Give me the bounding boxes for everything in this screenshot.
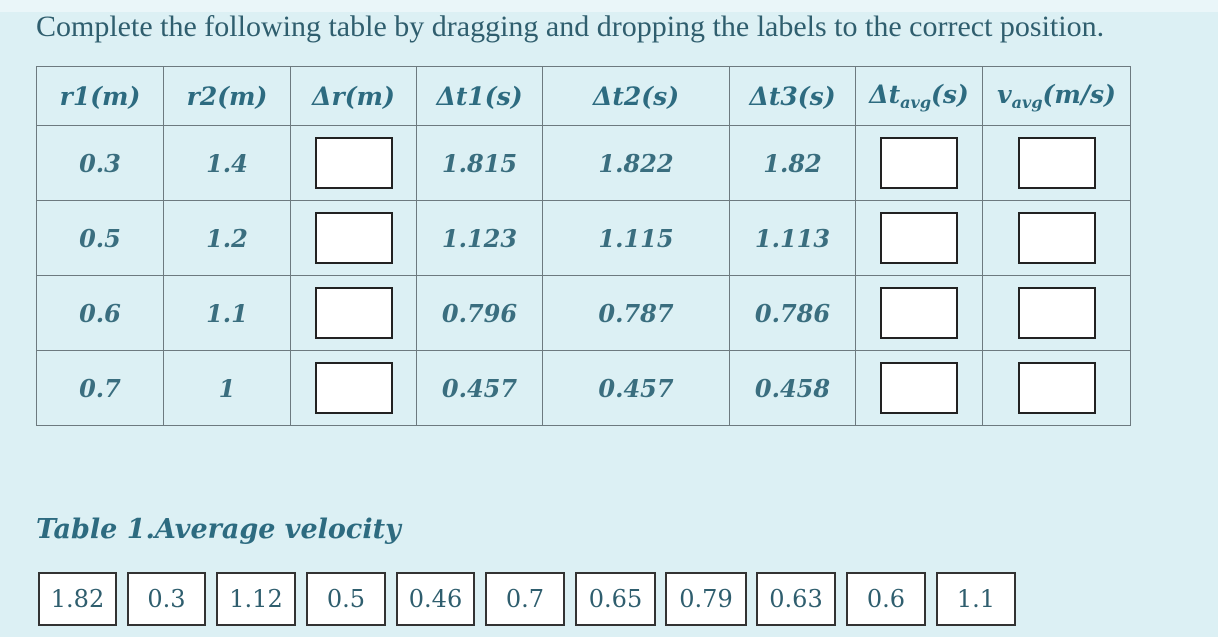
- table-caption: Table 1.Average velocity: [36, 514, 401, 545]
- drop-target-delta-t-avg[interactable]: [880, 137, 958, 189]
- cell-delta-r: [290, 200, 417, 276]
- draggable-label[interactable]: 0.79: [665, 572, 747, 626]
- cell-r2: 1.1: [163, 275, 291, 351]
- top-bar: [0, 0, 1218, 12]
- drop-target-delta-t-avg[interactable]: [880, 212, 958, 264]
- cell-delta-t-avg: [855, 125, 983, 201]
- cell-delta-t2: 0.787: [542, 275, 730, 351]
- draggable-label[interactable]: 0.46: [396, 572, 475, 626]
- cell-delta-t3: 0.786: [729, 275, 856, 351]
- header-delta-r: Δr(m): [290, 66, 417, 126]
- header-delta-t1: Δt1(s): [416, 66, 543, 126]
- drop-target-v-avg[interactable]: [1017, 362, 1096, 414]
- instruction-text: Complete the following table by dragging…: [36, 10, 1105, 43]
- draggable-label[interactable]: 1.82: [38, 572, 117, 626]
- header-row: r1(m) r2(m) Δr(m) Δt1(s) Δt2(s) Δt3(s) Δ…: [36, 66, 1131, 126]
- header-delta-t3: Δt3(s): [729, 66, 856, 126]
- drop-target-delta-r[interactable]: [314, 212, 393, 264]
- draggable-label[interactable]: 0.6: [846, 572, 926, 626]
- drop-target-delta-r[interactable]: [314, 362, 393, 414]
- drop-target-v-avg[interactable]: [1017, 287, 1096, 339]
- cell-r1: 0.3: [36, 125, 164, 201]
- header-v-avg: vavg(m/s): [982, 66, 1131, 126]
- cell-delta-t2: 0.457: [542, 350, 730, 426]
- table-row: 0.7 1 0.457 0.457 0.458: [36, 350, 1131, 426]
- cell-delta-t3: 0.458: [729, 350, 856, 426]
- draggable-label[interactable]: 0.3: [127, 572, 206, 626]
- cell-delta-r: [290, 350, 417, 426]
- table-row: 0.6 1.1 0.796 0.787 0.786: [36, 275, 1131, 351]
- draggable-label[interactable]: 0.7: [485, 572, 565, 626]
- cell-r2: 1: [163, 350, 291, 426]
- draggable-label[interactable]: 0.65: [575, 572, 656, 626]
- drop-target-delta-t-avg[interactable]: [880, 362, 958, 414]
- cell-r1: 0.6: [36, 275, 164, 351]
- drop-target-v-avg[interactable]: [1017, 137, 1096, 189]
- draggable-label[interactable]: 1.12: [216, 572, 296, 626]
- drop-target-delta-r[interactable]: [314, 137, 393, 189]
- cell-delta-t2: 1.115: [542, 200, 730, 276]
- cell-delta-t1: 0.457: [416, 350, 543, 426]
- cell-r1: 0.5: [36, 200, 164, 276]
- cell-delta-t-avg: [855, 275, 983, 351]
- header-delta-t2: Δt2(s): [542, 66, 730, 126]
- cell-delta-r: [290, 275, 417, 351]
- cell-delta-t2: 1.822: [542, 125, 730, 201]
- cell-v-avg: [982, 125, 1131, 201]
- drop-target-delta-t-avg[interactable]: [880, 287, 958, 339]
- header-r1: r1(m): [36, 66, 164, 126]
- table-row: 0.5 1.2 1.123 1.115 1.113: [36, 200, 1131, 276]
- data-table: r1(m) r2(m) Δr(m) Δt1(s) Δt2(s) Δt3(s) Δ…: [36, 66, 1131, 426]
- draggable-label[interactable]: 0.5: [306, 572, 386, 626]
- cell-r2: 1.4: [163, 125, 291, 201]
- cell-v-avg: [982, 200, 1131, 276]
- cell-v-avg: [982, 350, 1131, 426]
- cell-delta-t-avg: [855, 350, 983, 426]
- cell-delta-t1: 1.123: [416, 200, 543, 276]
- cell-delta-t-avg: [855, 200, 983, 276]
- cell-r2: 1.2: [163, 200, 291, 276]
- table-row: 0.3 1.4 1.815 1.822 1.82: [36, 125, 1131, 201]
- cell-r1: 0.7: [36, 350, 164, 426]
- drop-target-delta-r[interactable]: [314, 287, 393, 339]
- draggable-label[interactable]: 0.63: [756, 572, 836, 626]
- cell-v-avg: [982, 275, 1131, 351]
- draggable-label[interactable]: 1.1: [936, 572, 1016, 626]
- cell-delta-t1: 1.815: [416, 125, 543, 201]
- cell-delta-t3: 1.113: [729, 200, 856, 276]
- header-delta-t-avg: Δtavg(s): [855, 66, 983, 126]
- cell-delta-r: [290, 125, 417, 201]
- header-r2: r2(m): [163, 66, 291, 126]
- cell-delta-t3: 1.82: [729, 125, 856, 201]
- drop-target-v-avg[interactable]: [1017, 212, 1096, 264]
- cell-delta-t1: 0.796: [416, 275, 543, 351]
